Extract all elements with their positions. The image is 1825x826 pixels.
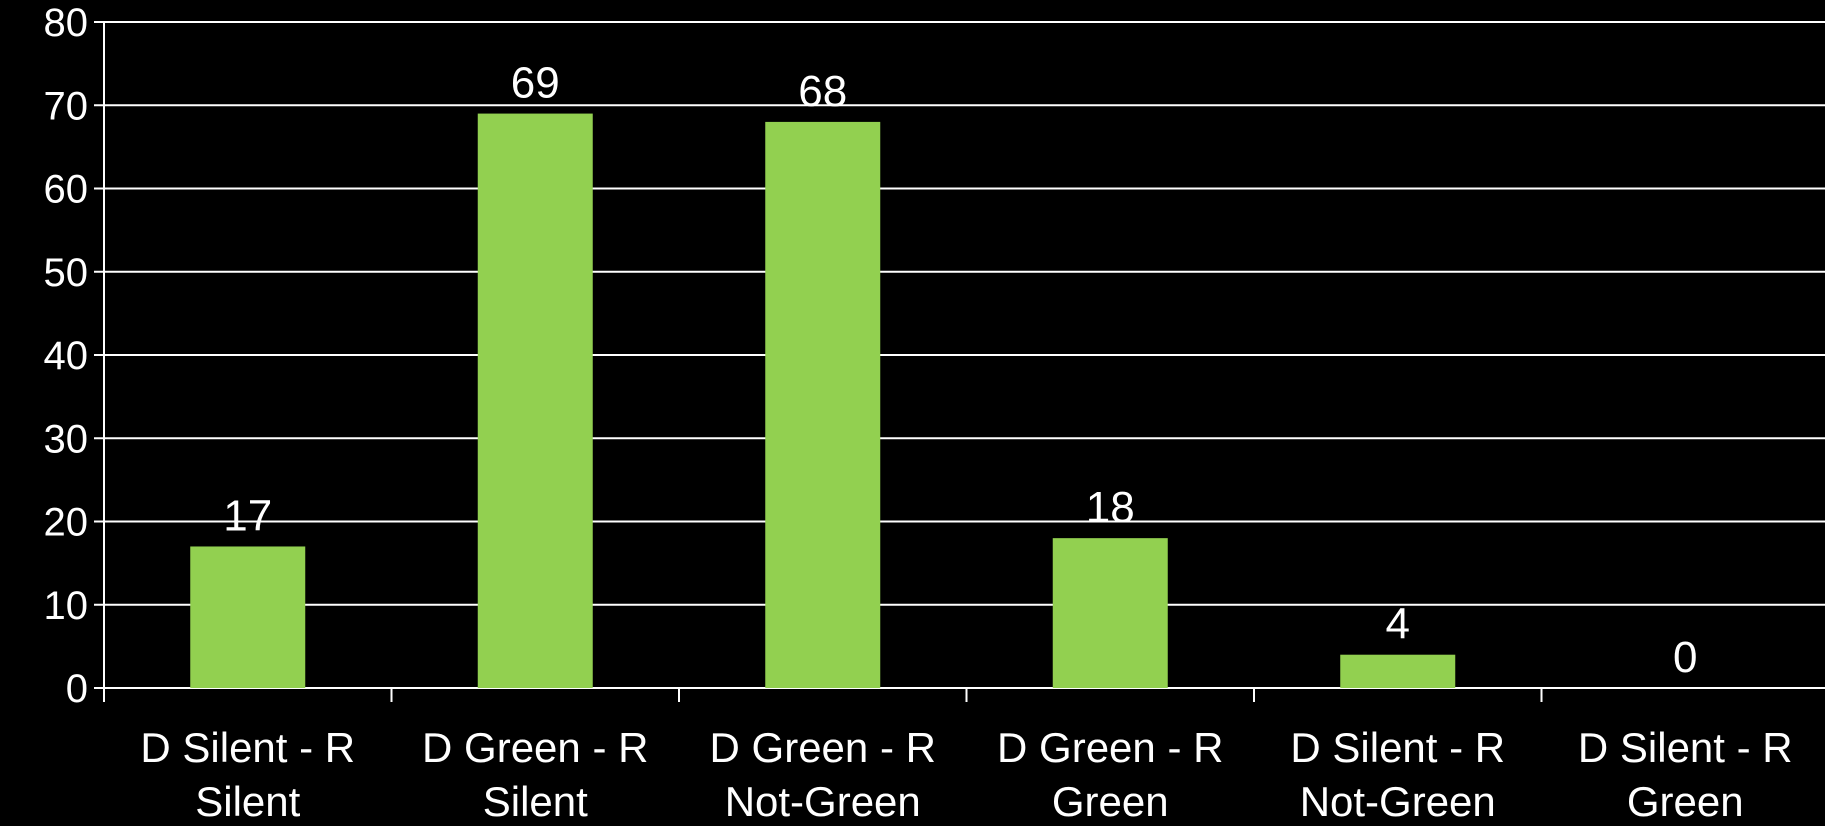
x-category-label: Not-Green: [725, 778, 921, 825]
bar: [477, 113, 593, 688]
y-tick-label: 70: [44, 84, 89, 128]
bar: [1052, 538, 1168, 688]
data-label: 4: [1386, 600, 1410, 649]
bar: [1340, 654, 1456, 688]
bar: [765, 121, 881, 688]
y-tick-label: 40: [44, 334, 89, 378]
y-tick-label: 30: [44, 417, 89, 461]
bars: [190, 113, 1456, 688]
x-category-label: Not-Green: [1300, 778, 1496, 825]
x-category-label: D Green - R: [997, 724, 1223, 771]
x-category-label: D Silent - R: [140, 724, 355, 771]
y-tick-label: 20: [44, 501, 89, 545]
x-category-label: Silent: [195, 778, 300, 825]
x-category-label: D Silent - R: [1290, 724, 1505, 771]
y-tick-label: 0: [66, 667, 88, 711]
x-category-label: Green: [1052, 778, 1169, 825]
y-tick-label: 80: [44, 1, 89, 45]
x-category-label: Silent: [483, 778, 588, 825]
data-label: 17: [223, 491, 272, 540]
x-category-label: D Green - R: [422, 724, 648, 771]
x-category-label: D Green - R: [710, 724, 936, 771]
data-label: 68: [798, 67, 847, 116]
data-label: 0: [1673, 633, 1697, 682]
data-label: 69: [511, 59, 560, 108]
data-label: 18: [1086, 483, 1135, 532]
y-tick-label: 60: [44, 168, 89, 212]
y-tick-label: 10: [44, 584, 89, 628]
x-category-label: D Silent - R: [1578, 724, 1793, 771]
bar: [190, 546, 306, 688]
gridlines: [104, 21, 1825, 606]
labels: 17 D Silent - R Silent 69 D Green - R Silent 6…: [140, 59, 1792, 825]
x-category-label: Green: [1627, 778, 1744, 825]
y-tick-label: 50: [44, 251, 89, 295]
